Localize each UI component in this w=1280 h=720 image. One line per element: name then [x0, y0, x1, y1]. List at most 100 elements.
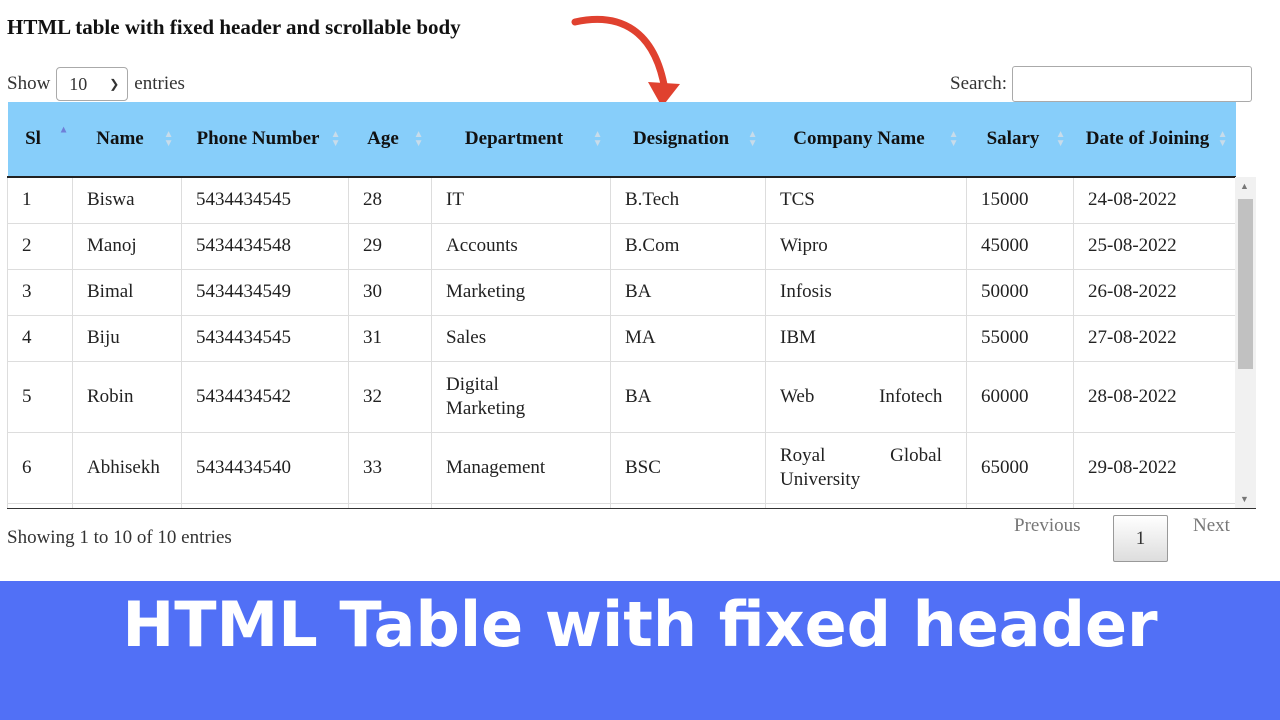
table-cell: BSC [610, 431, 766, 504]
table-cell: BA [610, 360, 766, 433]
table-cell: BA [610, 268, 766, 316]
sort-icon: ▲ ▼ [592, 129, 603, 149]
table-cell: Infosis [765, 268, 967, 316]
table-cell: 27-08-2022 [1073, 314, 1236, 362]
table-cell: B.Com [610, 222, 766, 270]
length-control: Show 10 ❯ entries [7, 67, 185, 101]
table-cell: 29 [348, 222, 432, 270]
column-header-label: Department [464, 128, 564, 149]
scroll-up-icon[interactable]: ▲ [1240, 181, 1249, 191]
table-cell: Management [431, 431, 611, 504]
column-header-label: Salary [986, 128, 1040, 149]
table-cell: 24-08-2022 [1073, 176, 1236, 224]
table-cell [348, 502, 432, 508]
table-cell: 45000 [966, 222, 1074, 270]
search-input[interactable] [1011, 66, 1252, 102]
table-cell: 60000 [966, 360, 1074, 433]
table-cell: 28 [348, 176, 432, 224]
table-cell: 31 [348, 314, 432, 362]
table-cell: 5434434545 [181, 176, 349, 224]
scrollbar-thumb[interactable] [1238, 199, 1253, 369]
table-row: 2 Manoj 5434434548 29 Accounts B.Com Wipro 4500… [7, 222, 1236, 270]
table-cell: 6 [7, 431, 73, 504]
table-cell: Marketing [431, 268, 611, 316]
column-header-label: Name [96, 128, 144, 149]
sort-icon: ▲ ▼ [948, 129, 959, 149]
column-header[interactable]: Salary ▲ ▼ [966, 102, 1074, 178]
table-cell: 3 [7, 268, 73, 316]
data-table: Sl ▲ Name ▲ ▼ Phone Number ▲ ▼ Age ▲ ▼ Department ▲ ▼… [7, 102, 1256, 509]
column-header[interactable]: Date of Joining ▲ ▼ [1073, 102, 1236, 178]
entries-value: 10 [69, 73, 88, 94]
sort-icon: ▲ ▼ [1055, 129, 1066, 149]
column-header-label: Phone Number [196, 128, 320, 149]
table-cell: Bimal [72, 268, 182, 316]
table-cell [765, 502, 967, 508]
entries-select[interactable]: 10 ❯ [56, 67, 129, 101]
table-cell: 32 [348, 360, 432, 433]
column-header[interactable]: Company Name ▲ ▼ [765, 102, 967, 178]
column-header-label: Age [367, 128, 399, 149]
sort-icon: ▲ ▼ [1217, 129, 1228, 149]
table-cell [1073, 502, 1236, 508]
table-info: Showing 1 to 10 of 10 entries [7, 527, 232, 548]
table-row: 1 Biswa 5434434545 28 IT B.Tech TCS 15000 24-08-… [7, 176, 1236, 224]
table-cell: TCS [765, 176, 967, 224]
table-cell: MA [610, 314, 766, 362]
table-row: 6 Abhisekh 5434434540 33 Management BSC Royal … [7, 431, 1236, 504]
table-cell: Web Infotech [765, 360, 967, 433]
table-row: 4 Biju 5434434545 31 Sales MA IBM 55000 27-08-20… [7, 314, 1236, 362]
page-1-button[interactable]: 1 [1113, 515, 1168, 562]
table-cell: 5434434545 [181, 314, 349, 362]
column-header[interactable]: Department ▲ ▼ [431, 102, 611, 178]
scroll-down-icon[interactable]: ▼ [1240, 494, 1249, 504]
table-cell: Royal Global University [765, 431, 967, 504]
table-cell: 29-08-2022 [1073, 431, 1236, 504]
entries-label: entries [134, 73, 185, 94]
table-cell: 5434434548 [181, 222, 349, 270]
sort-icon: ▲ ▼ [747, 129, 758, 149]
table-cell: 5434434542 [181, 360, 349, 433]
table-row [7, 502, 1236, 508]
column-header-label: Company Name [793, 128, 925, 149]
sort-icon: ▲ ▼ [330, 129, 341, 149]
table-cell: IT [431, 176, 611, 224]
table-cell: 5434434549 [181, 268, 349, 316]
table-cell [7, 502, 73, 508]
table-cell [72, 502, 182, 508]
page-title: HTML table with fixed header and scrolla… [7, 15, 461, 39]
table-cell: Wipro [765, 222, 967, 270]
column-header[interactable]: Phone Number ▲ ▼ [181, 102, 349, 178]
table-cell: IBM [765, 314, 967, 362]
search-label: Search: [950, 73, 1007, 94]
table-cell: Abhisekh [72, 431, 182, 504]
table-scrollbar[interactable]: ▲ ▼ [1235, 177, 1256, 508]
table-cell: 1 [7, 176, 73, 224]
table-cell: 55000 [966, 314, 1074, 362]
table-cell: Biju [72, 314, 182, 362]
table-cell: 26-08-2022 [1073, 268, 1236, 316]
column-header[interactable]: Name ▲ ▼ [72, 102, 182, 178]
table-cell: 28-08-2022 [1073, 360, 1236, 433]
next-button[interactable]: Next [1193, 515, 1230, 536]
column-header-label: Date of Joining [1085, 128, 1210, 149]
sort-icon: ▲ ▼ [163, 129, 174, 149]
chevron-down-icon: ❯ [109, 76, 120, 91]
table-cell [610, 502, 766, 508]
table-cell: 50000 [966, 268, 1074, 316]
table-cell [181, 502, 349, 508]
column-header-label: Designation [632, 128, 730, 149]
table-cell: 30 [348, 268, 432, 316]
sort-icon: ▲ ▼ [413, 129, 424, 149]
previous-button[interactable]: Previous [1014, 515, 1081, 536]
table-cell: Robin [72, 360, 182, 433]
column-header[interactable]: Designation ▲ ▼ [610, 102, 766, 178]
column-header[interactable]: Age ▲ ▼ [348, 102, 432, 178]
table-cell: Accounts [431, 222, 611, 270]
table-cell: Digital Marketing [431, 360, 611, 433]
banner-title: HTML Table with fixed header [0, 581, 1280, 720]
curved-arrow-icon [571, 15, 680, 107]
column-header[interactable]: Sl ▲ [7, 102, 73, 178]
table-row: 5 Robin 5434434542 32 Digital Marketing BA Web… [7, 360, 1236, 433]
table-cell: Sales [431, 314, 611, 362]
